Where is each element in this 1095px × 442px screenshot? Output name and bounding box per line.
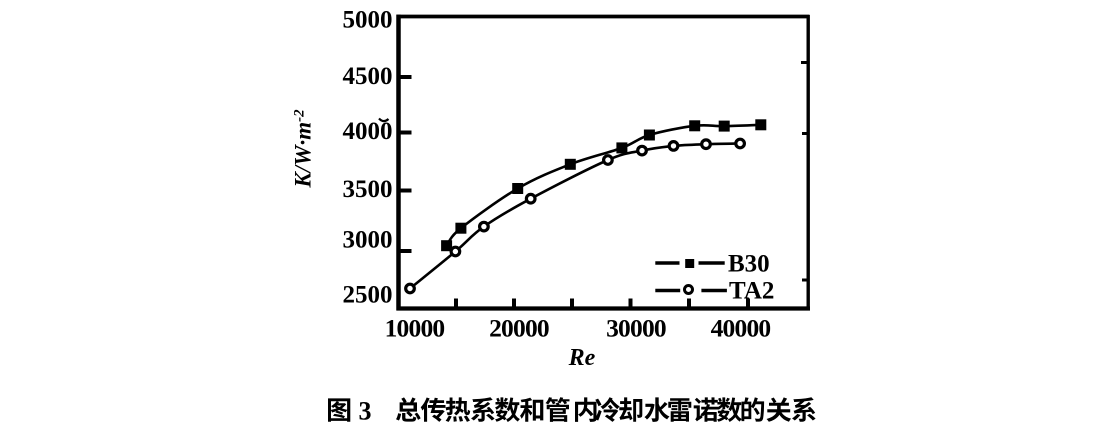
svg-text:3500: 3500: [343, 176, 393, 203]
svg-text:3000: 3000: [343, 227, 393, 254]
svg-text:40000: 40000: [711, 314, 771, 343]
svg-text:TA2: TA2: [729, 278, 774, 305]
svg-text:4000: 4000: [343, 118, 393, 145]
svg-text:3: 3: [359, 397, 372, 426]
svg-text:K/W·m-2: K/W·m-2: [291, 109, 316, 189]
svg-text:B30: B30: [728, 251, 770, 278]
svg-text:10000: 10000: [385, 314, 445, 343]
svg-text:20000: 20000: [489, 314, 549, 343]
svg-text:4500: 4500: [343, 63, 393, 90]
svg-text:2500: 2500: [343, 282, 393, 309]
svg-text:5000: 5000: [343, 7, 393, 34]
svg-text:30000: 30000: [606, 314, 666, 343]
svg-text:Re: Re: [568, 345, 596, 371]
